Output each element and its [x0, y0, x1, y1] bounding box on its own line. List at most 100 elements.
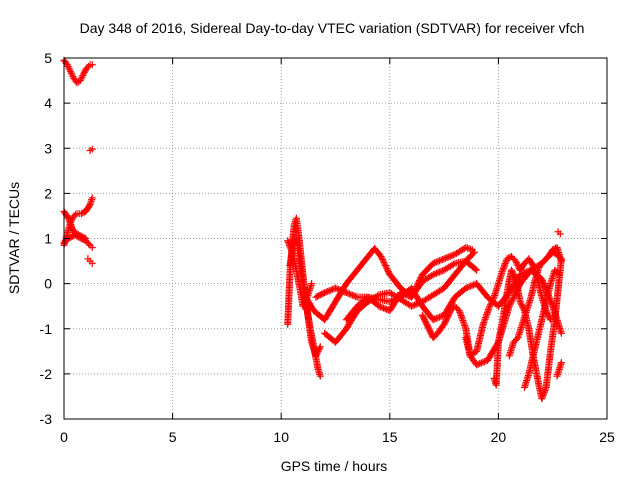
series-track-19 [553, 359, 565, 380]
data-point [88, 259, 96, 267]
x-tick-label: 15 [382, 429, 398, 445]
data-point-trail [491, 281, 502, 299]
y-tick-label: 4 [44, 95, 52, 111]
data-point-trail [366, 294, 381, 303]
data-point [88, 61, 96, 69]
y-tick-label: 2 [44, 185, 52, 201]
data-point-trail [463, 249, 477, 264]
data-point [429, 259, 437, 267]
y-tick-label: 3 [44, 140, 52, 156]
data-point [505, 302, 513, 310]
data-point-trail [83, 238, 93, 248]
data-point-trail [453, 244, 468, 257]
data-point-trail [442, 251, 457, 262]
data-point [471, 248, 479, 256]
x-tick-label: 10 [273, 429, 289, 445]
data-point-trail [354, 254, 371, 273]
data-point [440, 320, 448, 328]
data-point [557, 257, 565, 265]
data-points [60, 56, 565, 403]
y-tick-labels: -3 -2 -1 0 1 2 3 4 5 [40, 50, 53, 427]
data-point-trail [300, 290, 317, 313]
data-point [88, 244, 96, 252]
data-point-trail [542, 349, 554, 390]
data-point-trail [530, 335, 541, 358]
data-point-trail [521, 372, 532, 390]
data-point [473, 266, 481, 274]
data-point-trail [495, 268, 506, 286]
data-point-trail [293, 216, 302, 236]
data-point-trail [456, 308, 469, 331]
data-point-trail [419, 304, 436, 322]
series-track-20 [554, 228, 564, 238]
data-point-trail [387, 272, 404, 291]
series-track-08 [286, 235, 324, 380]
data-point [64, 214, 72, 222]
data-point-trail [398, 296, 414, 309]
data-point-trail [420, 292, 436, 305]
data-point [418, 311, 426, 319]
data-point-trail [514, 322, 526, 340]
data-point-trail [547, 317, 559, 354]
data-point [67, 68, 75, 76]
data-point-trail [408, 286, 426, 309]
series-track-15 [462, 253, 555, 360]
chart-title: Day 348 of 2016, Sidereal Day-to-day VTE… [80, 20, 585, 36]
x-tick-label: 5 [169, 429, 177, 445]
data-point-trail [517, 299, 528, 313]
data-point-trail [311, 308, 327, 323]
data-point-trail [474, 357, 490, 368]
data-point [429, 271, 437, 279]
series-track-11 [312, 257, 481, 315]
data-point-trail [333, 285, 349, 296]
data-point [557, 359, 565, 367]
data-point-trail [499, 290, 511, 322]
series-track-05 [84, 255, 96, 267]
data-point-trail [284, 238, 295, 254]
data-point [88, 194, 96, 202]
data-point-trail [463, 280, 479, 291]
data-point [473, 361, 481, 369]
data-point [321, 289, 329, 297]
data-point-trail [284, 272, 294, 327]
data-point-trail [343, 267, 360, 286]
x-tick-label: 20 [491, 429, 507, 445]
data-point-trail [527, 277, 539, 300]
x-axis-title: GPS time / hours [281, 458, 388, 474]
data-point-trail [322, 330, 338, 345]
x-tick-labels: 0 5 10 15 20 25 [60, 429, 615, 445]
y-tick-label: -1 [40, 321, 53, 337]
data-point-trail [435, 322, 447, 336]
data-point-trail [71, 211, 79, 219]
data-point [82, 235, 90, 242]
data-point-trail [495, 317, 506, 345]
data-point-trail [378, 254, 393, 277]
data-point-trail [65, 216, 76, 232]
data-point-trail [431, 267, 447, 278]
series-track-01 [60, 56, 96, 87]
data-point [63, 61, 71, 69]
data-point-trail [80, 65, 90, 76]
data-point-trail [508, 268, 519, 282]
data-point [462, 284, 470, 292]
data-point [499, 266, 507, 274]
data-point-trail [77, 71, 87, 83]
data-point [377, 253, 385, 261]
data-point [425, 325, 433, 333]
data-point-trail [431, 255, 447, 267]
data-point [516, 298, 524, 306]
data-point [76, 77, 84, 85]
data-point [429, 316, 437, 324]
data-point [299, 302, 307, 310]
data-point-trail [452, 285, 468, 300]
data-point [83, 64, 91, 72]
data-point-trail [419, 313, 432, 331]
data-point [316, 343, 324, 351]
data-point-trail [441, 308, 454, 327]
data-point [486, 302, 494, 310]
series-track-17 [505, 244, 565, 360]
data-point [440, 255, 448, 263]
data-point-trail [538, 385, 550, 401]
data-point [308, 280, 316, 288]
